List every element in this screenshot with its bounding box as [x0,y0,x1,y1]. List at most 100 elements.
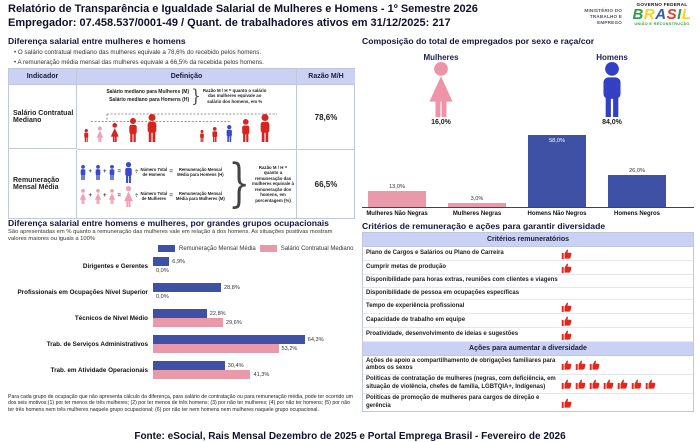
bar-rect [608,174,666,207]
definition-median-salary: Salário mediano para Mulheres (M) Salári… [77,85,297,150]
legend-swatch-mediano [259,245,277,252]
criteria-row: Plano de Cargos e Salários ou Plano de C… [363,247,693,261]
formula-men: + + = ÷ Número Total de Homens = Remuner… [79,161,226,183]
criteria-label: Cumprir metas de produção [366,263,447,270]
occupational-group: Técnicos de Nível Médio 22,8% 29,6% [8,309,356,327]
equals-sign: = [117,169,122,175]
def-note-mean: Razão M / H = quanto a remuneração das m… [252,165,294,203]
bar-rect [448,203,506,207]
occupational-footnote: Para cada grupo de ocupação que não apre… [8,394,353,413]
occupational-group: Trab. de Serviços Administrativos 64,3% … [8,335,356,353]
criteria-header-acoes: Ações para aumentar a diversidade [363,342,693,356]
criteria-row: Tempo de experiência profissional [363,300,693,314]
thumbs-up-icon [561,398,572,408]
action-icons [561,360,690,370]
indicator-mean-remuneration: Remuneração Mensal Média [9,150,77,218]
ministry-label: MINISTÉRIO DO TRABALHO E EMPREGO [584,8,622,25]
bar-value: 0,0% [156,293,169,300]
man-icon [80,164,86,180]
bar-value: 53,2% [281,345,298,352]
bar-value: 41,3% [253,371,270,378]
criteria-icons [561,330,690,340]
criteria-table: Critérios remuneratórios Plano de Cargos… [362,232,694,413]
equals-sign: = [169,169,173,175]
report-header: Relatório de Transparência e Igualdade S… [8,2,478,30]
women-percentage: 16,0% [431,119,451,126]
bar-value: 26,0% [629,167,645,174]
women-mean-label: Remuneração Mensal Média para Mulheres (… [175,191,225,201]
equals-sign: = [169,193,173,199]
bar-mensal [153,283,221,292]
criteria-row: Cumprir metas de produção [363,261,693,275]
ratio-mean-remuneration: 66,5% [314,179,338,189]
occupational-chart: Dirigentes e Gerentes 6,9% 0,0% Profissi… [8,257,356,387]
group-label: Trab. de Serviços Administrativos [46,340,148,348]
bar-column: 26,0% [608,168,666,207]
bar-column: 13,0% [368,184,426,207]
action-row: Políticas de contratação de mulheres (ne… [363,375,693,394]
man-icon [95,164,100,180]
bar-value: 58,0% [549,138,565,145]
government-logo: GOVERNO FEDERAL BRASIL UNIÃO E RECONSTRU… [626,2,698,26]
thumbs-up-icon [561,379,572,389]
action-icons [561,398,690,408]
woman-icon-large [123,185,133,207]
men-percentage: 84,0% [602,119,622,126]
divide-sign: ÷ [135,193,139,199]
bullet-median-salary: O salário contratual mediano das mulhere… [14,48,354,57]
gov-slogan: UNIÃO E RECONSTRUÇÃO [634,22,690,26]
woman-icon [108,188,116,204]
group-label: Técnicos de Nível Médio [74,314,148,322]
brace-glyph: } [228,154,250,214]
criteria-label: Disponibilidade para horas extras, reuni… [366,277,558,284]
bar-mediano [153,318,223,327]
bar-value: 22,8% [209,310,226,317]
bar-mediano [153,370,251,379]
criteria-label: Plano de Cargos e Salários ou Plano de C… [366,249,504,256]
bar-mensal [153,335,305,344]
brasil-logo: BRASIL [632,6,692,23]
bar-column: 3,0% [448,196,506,207]
composition-bar-chart: 13,0% 3,0% 58,0% 26,0% [362,132,694,208]
thumbs-up-icon [645,379,656,389]
men-group-label: Homens [596,53,628,62]
criteria-row: Capacidade de trabalho em equipe [363,314,693,328]
criteria-row: Disponibilidade de pessoa em ocupações e… [363,288,693,300]
equals-sign: = [117,193,122,199]
thumbs-up-icon [631,379,642,389]
thumbs-up-icon [617,379,628,389]
bar-mensal [153,257,170,266]
thumbs-up-icon [603,379,614,389]
group-label: Trab. em Atividade Operacionais [50,366,148,374]
section-title-composition: Composição do total de empregados por se… [362,36,595,46]
men-mean-label: Remuneração Mensal Média para Homens (H) [177,167,224,177]
criteria-row: Disponibilidade para horas extras, reuni… [363,275,693,288]
indicator-median-salary: Salário Contratual Mediano [9,85,77,149]
thumbs-up-icon [589,379,600,389]
brace-glyph: } [191,85,201,107]
occupational-legend: Remuneração Mensal Média Salário Contrat… [158,245,353,252]
bar-mediano [153,344,279,353]
criteria-label: Tempo de experiência profissional [366,302,465,309]
indicator-table: Indicador Definição Razão M/H Salário Co… [8,68,355,219]
category-label: Mulheres Negras [452,211,502,217]
criteria-label: Capacidade de trabalho em equipe [366,316,466,323]
criteria-label: Disponibilidade de pessoa em ocupações e… [366,289,520,296]
man-icon-large [124,161,132,183]
category-label: Homens Negros [613,211,660,217]
man-icon [109,164,115,180]
bar-value: 0,0% [156,267,169,274]
thumbs-up-icon [589,360,600,370]
section-title-salary-diff: Diferença salarial entre mulheres e home… [8,36,186,46]
criteria-icons [561,302,690,312]
man-icon-large [603,62,621,117]
def-note-median: Razão M / H = quanto o salário das mulhe… [202,87,267,104]
bar-rect: 58,0% [528,135,586,207]
plus-sign: + [88,193,93,199]
criteria-icons [561,249,690,259]
bullet-mean-remuneration: A remuneração média mensal das mulheres … [14,58,354,67]
legend-swatch-mensal [158,245,175,252]
bar-value: 28,8% [223,284,240,291]
thumbs-up-icon [575,379,586,389]
def-median-men: Salário mediano para Homens (H) [109,97,190,103]
